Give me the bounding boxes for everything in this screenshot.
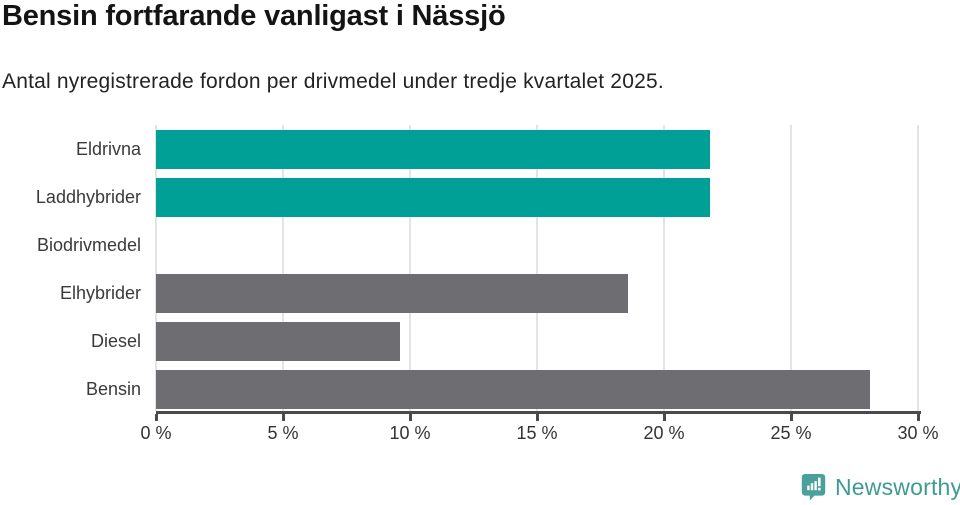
category-label-diesel: Diesel: [90, 331, 141, 351]
x-axis-tick-30: [917, 414, 920, 421]
x-axis-tick-label-30: 30 %: [897, 423, 939, 443]
x-axis-tick-10: [409, 414, 412, 421]
bar-bensin: [156, 369, 870, 409]
gridline-5: [282, 125, 284, 411]
gridline-15: [536, 125, 538, 411]
x-axis-tick-25: [790, 414, 793, 421]
gridline-30: [917, 125, 919, 411]
category-label-bensin: Bensin: [85, 379, 141, 399]
gridline-20: [663, 125, 665, 411]
brand-footer: Newsworthy: [801, 471, 960, 503]
chart-subtitle: Antal nyregistrerade fordon per drivmede…: [2, 70, 664, 93]
bar-laddhybrider: [156, 177, 710, 217]
gridline-25: [790, 125, 792, 411]
category-label-eldrivna: Eldrivna: [75, 139, 141, 159]
x-axis-tick-label-5: 5 %: [267, 423, 299, 443]
category-label-elhybrider: Elhybrider: [59, 283, 141, 303]
category-label-laddhybrider: Laddhybrider: [35, 187, 141, 207]
newsworthy-logo-icon: [801, 474, 826, 501]
gridline-0: [155, 125, 157, 411]
bar-diesel: [156, 321, 400, 361]
x-axis-tick-label-25: 25 %: [770, 423, 812, 443]
bar-elhybrider: [156, 273, 629, 313]
x-axis-tick-20: [663, 414, 666, 421]
x-axis-tick-label-0: 0 %: [140, 423, 172, 443]
category-label-biodrivmedel: Biodrivmedel: [36, 235, 141, 255]
brand-name: Newsworthy: [835, 473, 960, 500]
x-axis-tick-5: [282, 414, 285, 421]
x-axis-tick-label-10: 10 %: [389, 423, 431, 443]
x-axis-tick-label-20: 20 %: [643, 423, 685, 443]
gridline-10: [409, 125, 411, 411]
x-axis-line: [156, 411, 921, 414]
chart-title: Bensin fortfarande vanligast i Nässjö: [2, 0, 506, 32]
x-axis-tick-label-15: 15 %: [516, 423, 558, 443]
x-axis-tick-15: [536, 414, 539, 421]
bar-eldrivna: [156, 129, 710, 169]
x-axis-tick-0: [155, 414, 158, 421]
